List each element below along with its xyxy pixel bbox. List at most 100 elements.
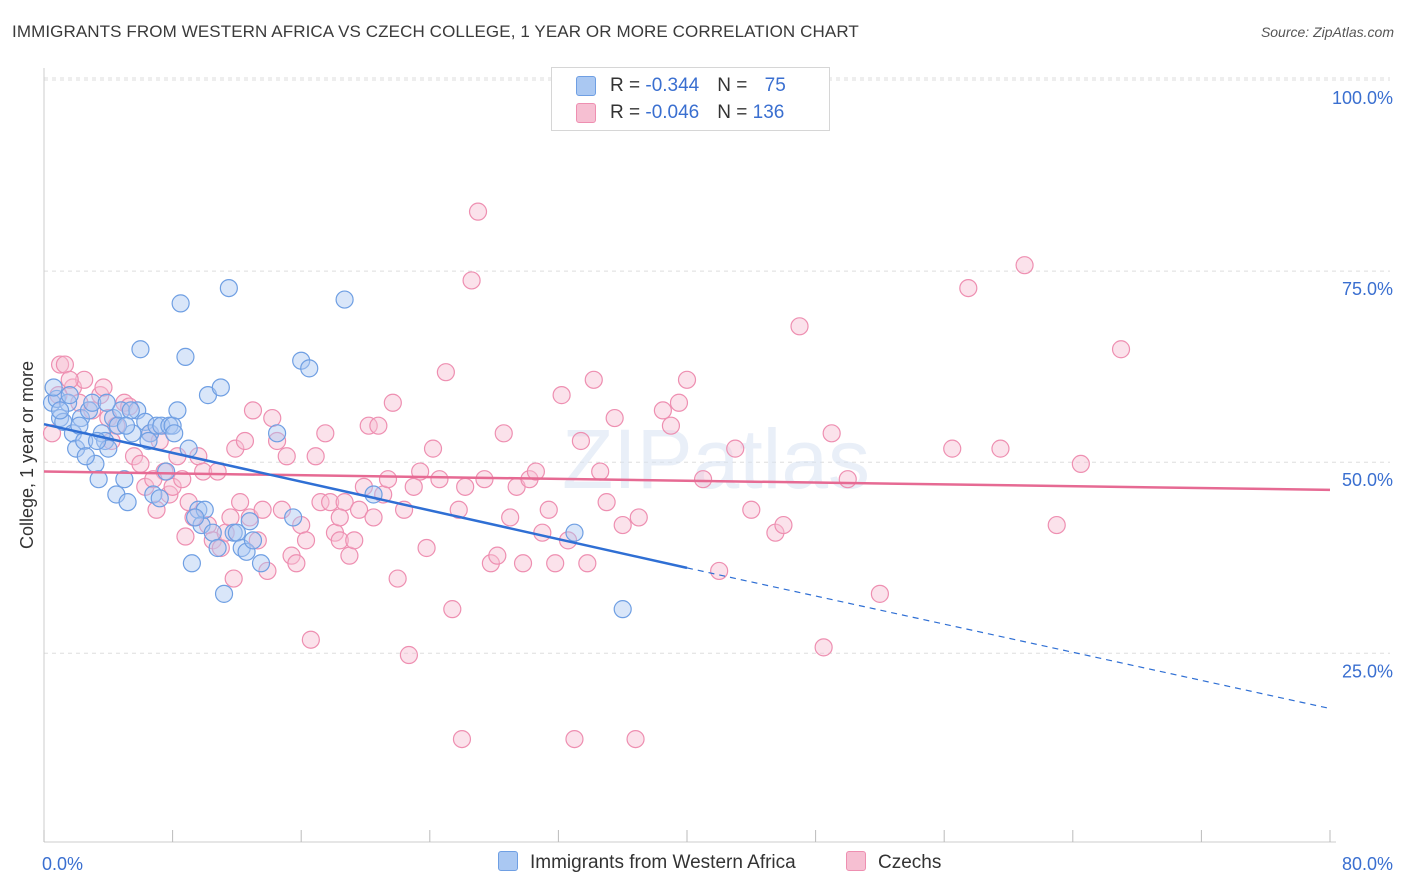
data-point [388, 569, 407, 588]
data-point [203, 523, 222, 542]
y-axis-label: College, 1 year or more [17, 361, 37, 549]
data-point [838, 470, 857, 489]
data-point [75, 370, 94, 389]
watermark: ZIPatlas [562, 412, 870, 506]
data-point [76, 447, 95, 466]
data-point [1111, 340, 1131, 359]
data-point [301, 630, 320, 649]
data-point [208, 462, 227, 481]
data-point [1015, 256, 1034, 275]
data-point [121, 401, 140, 420]
data-point [194, 462, 213, 481]
data-point [176, 347, 195, 366]
data-point [123, 424, 142, 443]
data-point [991, 439, 1010, 458]
data-point [237, 542, 256, 561]
data-point [231, 493, 250, 512]
data-point [345, 531, 364, 550]
bottom-legend-western-africa: Immigrants from Western Africa [498, 850, 796, 874]
blue-swatch-icon [576, 75, 596, 96]
data-point [501, 508, 520, 527]
data-point [468, 202, 488, 221]
data-point [578, 554, 597, 573]
data-point [267, 431, 287, 451]
czechs-points [42, 202, 1131, 749]
data-point [423, 439, 443, 458]
y-tick-label: 100.0% [1332, 88, 1393, 108]
data-point [163, 477, 182, 496]
data-point [330, 508, 349, 527]
series-name: Immigrants from Western Africa [530, 852, 796, 873]
data-point [147, 500, 166, 519]
data-point [284, 508, 303, 527]
western-africa-trend-extension [686, 567, 1331, 710]
y-tick-label: 25.0% [1342, 661, 1393, 681]
data-point [475, 470, 494, 489]
data-point [50, 401, 70, 420]
data-point [253, 500, 272, 519]
data-point [258, 561, 277, 581]
series-name: Czechs [878, 852, 942, 873]
data-point [94, 378, 113, 397]
n-label: N = [717, 75, 753, 96]
data-point [316, 424, 335, 443]
data-point [251, 554, 271, 573]
data-point [443, 600, 462, 619]
data-point [60, 386, 79, 405]
x-tick-label: 0.0% [42, 854, 83, 874]
data-point [55, 355, 74, 374]
data-point [462, 271, 481, 290]
data-point [44, 378, 63, 397]
data-point [195, 500, 214, 519]
data-point [710, 561, 729, 581]
n-value: 136 [752, 102, 785, 123]
data-point [124, 447, 144, 466]
data-point [814, 638, 833, 657]
data-point [277, 447, 296, 466]
y-tick-label: 50.0% [1342, 470, 1393, 490]
data-point [417, 538, 436, 558]
data-point [383, 393, 402, 412]
data-point [456, 477, 475, 496]
data-point [693, 470, 713, 489]
source-credit: Source: ZipAtlas.com [1260, 24, 1394, 40]
data-point [565, 729, 584, 749]
data-point [488, 546, 507, 565]
data-point [321, 493, 340, 512]
trend-lines [43, 422, 1331, 710]
data-point [118, 493, 137, 512]
data-point [182, 554, 201, 573]
axes [43, 68, 1336, 843]
data-point [131, 454, 150, 474]
data-point [669, 393, 689, 412]
data-point [481, 554, 500, 573]
data-point [173, 470, 192, 489]
data-point [1047, 515, 1066, 535]
data-point [943, 439, 962, 458]
data-point [60, 370, 79, 389]
bottom-legend-czechs: Czechs [846, 850, 942, 874]
data-point [584, 370, 603, 389]
data-point [224, 569, 243, 588]
correlation-legend: R = -0.344 N = 75 R = -0.046 N = 136 [551, 67, 830, 131]
data-point [452, 729, 472, 749]
data-point [546, 554, 565, 573]
data-point [571, 431, 591, 451]
data-point [211, 378, 230, 397]
data-point [171, 294, 190, 313]
data-point [235, 431, 255, 451]
data-point [629, 508, 648, 527]
chart-title: IMMIGRANTS FROM WESTERN AFRICA VS CZECH … [12, 22, 859, 41]
data-point [359, 416, 378, 435]
data-point [335, 290, 354, 309]
data-point [115, 470, 134, 489]
data-point [248, 531, 267, 550]
data-point [97, 393, 116, 412]
y-tick-label: 75.0% [1342, 279, 1393, 299]
data-point [165, 424, 184, 443]
data-point [364, 485, 383, 504]
data-point [1071, 454, 1090, 474]
data-point [214, 584, 234, 603]
r-value: -0.046 [645, 102, 700, 123]
data-point [240, 512, 259, 531]
